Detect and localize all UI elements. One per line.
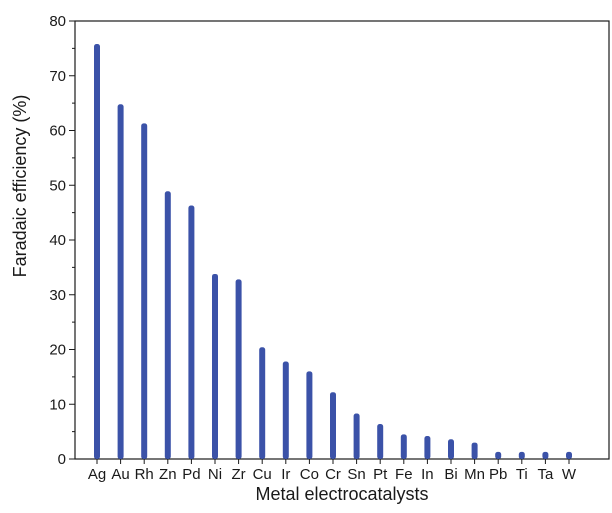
bar-fe bbox=[400, 434, 407, 459]
x-tick-label: W bbox=[562, 466, 577, 483]
x-tick-label: Pb bbox=[489, 466, 507, 483]
x-tick-label: Fe bbox=[395, 466, 413, 483]
bar-pt bbox=[377, 423, 384, 459]
x-tick-label: Zr bbox=[232, 466, 246, 483]
x-tick-label: Cr bbox=[325, 466, 341, 483]
bar-mn bbox=[471, 442, 478, 459]
y-axis-title: Faradaic efficiency (%) bbox=[10, 95, 30, 278]
x-tick-label: Sn bbox=[347, 466, 365, 483]
bar-ti bbox=[518, 451, 525, 459]
bar-zr bbox=[235, 279, 242, 459]
bar-pd bbox=[188, 205, 195, 459]
x-tick-label: Ir bbox=[281, 466, 290, 483]
bar-cr bbox=[330, 392, 336, 459]
plot-border bbox=[74, 20, 610, 460]
x-tick-label: Pt bbox=[373, 466, 388, 483]
x-tick-label: Bi bbox=[444, 466, 457, 483]
x-tick-label: Mn bbox=[464, 466, 485, 483]
x-tick-label: Cu bbox=[253, 466, 272, 483]
x-tick-label: In bbox=[421, 466, 434, 483]
plot-frame bbox=[74, 20, 610, 460]
bar-in bbox=[424, 436, 431, 459]
y-tick-label: 10 bbox=[49, 396, 66, 413]
x-axis-ticks: Ag Au Rh Zn Pd Ni Zr Cu Ir Co Cr Sn Pt Fe In Bi Mn Pb Ti Ta… bbox=[88, 459, 577, 483]
bar-ni bbox=[212, 273, 218, 459]
y-axis-ticks: 0 10 20 30 40 50 60 70 80 bbox=[49, 13, 75, 468]
x-tick-label: Ti bbox=[516, 466, 528, 483]
x-tick-label: Ni bbox=[208, 466, 222, 483]
y-tick-label: 60 bbox=[49, 123, 66, 140]
y-tick-label: 40 bbox=[49, 232, 66, 249]
bar-pb bbox=[495, 451, 502, 459]
x-tick-label: Ta bbox=[537, 466, 554, 483]
y-tick-label: 50 bbox=[49, 177, 66, 194]
bar-co bbox=[306, 371, 313, 459]
bar-ir bbox=[282, 361, 289, 459]
y-tick-label: 80 bbox=[49, 13, 66, 30]
bar-ta bbox=[542, 451, 549, 459]
x-tick-label: Au bbox=[111, 466, 129, 483]
bar-cu bbox=[259, 347, 266, 459]
bar-bi bbox=[448, 439, 454, 459]
bar-rh bbox=[141, 123, 148, 459]
x-tick-label: Co bbox=[300, 466, 319, 483]
bars bbox=[94, 43, 572, 460]
y-tick-label: 30 bbox=[49, 287, 66, 304]
x-tick-label: Rh bbox=[135, 466, 154, 483]
bar-zn bbox=[164, 191, 171, 459]
y-tick-label: 70 bbox=[49, 68, 66, 85]
x-axis-title: Metal electrocatalysts bbox=[255, 484, 428, 504]
x-tick-label: Pd bbox=[182, 466, 200, 483]
x-tick-label: Ag bbox=[88, 466, 106, 483]
x-tick-label: Zn bbox=[159, 466, 177, 483]
bar-sn bbox=[353, 413, 360, 459]
y-tick-label: 0 bbox=[58, 451, 66, 468]
bar-ag bbox=[94, 43, 100, 460]
y-tick-label: 20 bbox=[49, 342, 66, 359]
bar-w bbox=[566, 451, 572, 459]
bar-au bbox=[117, 104, 124, 459]
